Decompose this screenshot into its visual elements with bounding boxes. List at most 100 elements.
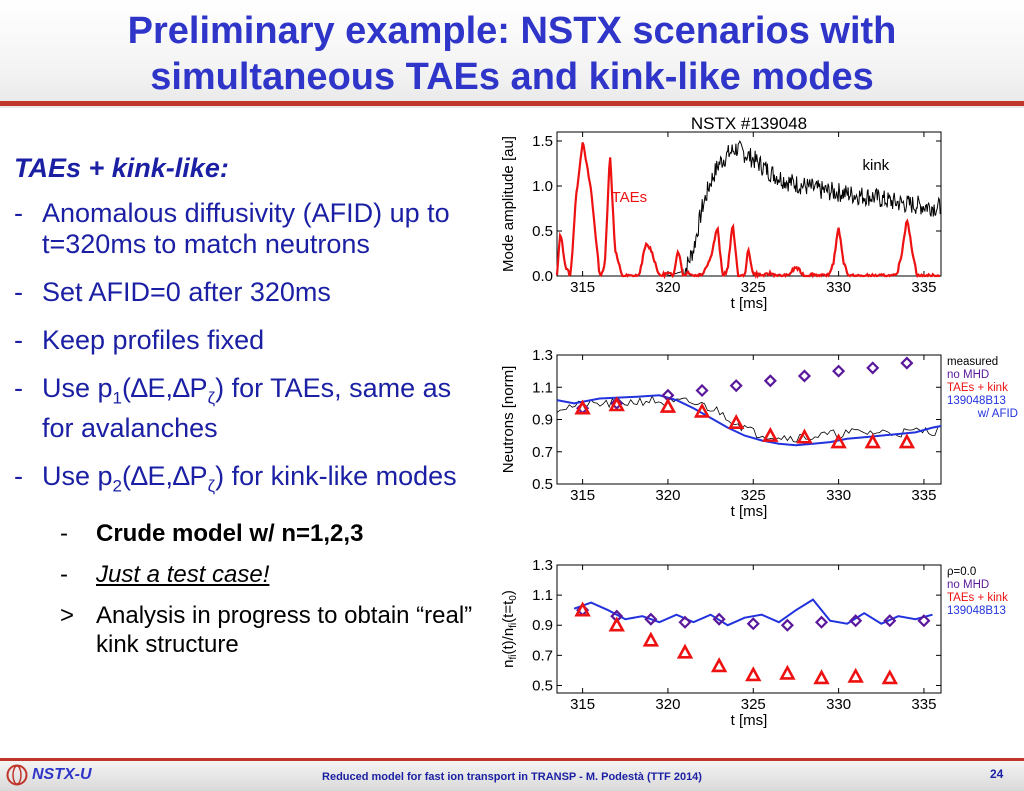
y-tick-label: 1.1 [532,379,553,396]
taes-kink-point [745,666,762,682]
legend-entry: no MHD [947,579,989,591]
y-axis-label: Neutrons [norm] [500,366,517,474]
no-mhd-point [763,374,777,388]
bullet-item: - Keep profiles fixed [14,325,484,356]
transp-series-line [556,394,942,447]
slide-title: Preliminary example: NSTX scenarios with… [0,8,1024,100]
y-axis-label-part: (t)/n [500,628,517,655]
taes-kink-point [676,643,694,659]
section-heading: TAEs + kink-like: [14,153,229,183]
y-tick-label: 0.5 [532,223,553,240]
bullet-marker: - [14,461,23,492]
sub-bullet-text: Analysis in progress to obtain “real” ki… [96,601,473,658]
no-mhd-point [780,618,794,632]
footer-bar [0,761,1024,791]
sub-bullet-text: Crude model w/ n=1,2,3 [96,519,364,547]
y-axis-label-part: fi [508,654,519,659]
taes-kink-point [830,433,847,449]
x-tick-label: 335 [911,487,936,504]
y-tick-label: 0.7 [532,444,553,461]
bullet-item: - Anomalous diffusivity (AFID) up to t=3… [14,198,484,260]
x-axis-label: t [ms] [731,503,768,520]
x-tick-label: 325 [741,279,766,296]
no-mhd-point [644,612,658,626]
taes-kink-point [574,601,591,617]
title-line-1: Preliminary example: NSTX scenarios with [127,10,897,52]
taes-kink-point [728,414,745,430]
subscript: 1 [112,388,123,408]
taes-kink-point [762,426,779,442]
taes-kink-point [659,397,677,413]
bullet-text: Keep profiles fixed [42,325,265,355]
y-tick-label: 1.3 [532,557,553,574]
taes-kink-point [881,669,898,685]
logo-text: NSTX-U [32,766,92,783]
y-axis-label-part: (t=t [500,600,517,623]
y-tick-label: 1.3 [532,347,553,364]
sub-bullet-text: Just a test case! [96,560,270,588]
taes-kink-point [813,669,830,685]
text-part: ) for kink-like modes [215,461,457,492]
transp-series-line [573,598,933,627]
chart-title: NSTX #139048 [691,114,807,133]
bullet-item: - Use p2(∆E,∆Pζ) for kink-like modes [14,461,484,501]
y-tick-label: 1.1 [532,587,553,604]
y-axis-label-part: 0 [508,595,519,601]
legend-entry: no MHD [947,369,989,381]
no-mhd-point [746,617,760,631]
bullet-marker: - [14,373,23,403]
taes-kink-point [864,433,881,449]
taes-kink-point [608,396,625,412]
taes-annotation: TAEs [612,189,648,206]
sub-bullet-marker: > [60,601,75,629]
bullet-text: Use p1(∆E,∆Pζ) for TAEs, same as for ava… [42,373,484,444]
no-mhd-point [695,383,709,398]
y-tick-label: 0.7 [532,647,553,664]
subscript: ζ [207,388,216,408]
x-tick-label: 335 [911,696,936,713]
no-mhd-point [832,364,846,378]
y-axis-label-part: n [500,659,517,667]
kink-annotation: kink [862,157,889,174]
legend-entry: 139048B13 [947,605,1006,617]
y-tick-label: 1.0 [532,178,553,195]
x-tick-label: 315 [570,487,595,504]
y-axis-label: Mode amplitude [au] [500,136,517,272]
taes-kink-point [642,631,660,647]
y-tick-label: 0.9 [532,412,553,429]
footer-divider [0,758,1024,761]
y-tick-label: 1.5 [532,133,553,150]
x-tick-label: 330 [826,487,851,504]
taes-kink-point [710,657,728,673]
no-mhd-point [678,615,692,629]
x-tick-label: 325 [741,696,766,713]
bullet-item: - Set AFID=0 after 320ms [14,277,484,308]
legend-entry: measured [947,356,998,368]
page-number: 24 [990,767,1004,781]
kink-series-line [557,140,941,277]
taes-series-line [555,142,940,280]
no-mhd-point [900,356,914,370]
text-part: ) for TAEs, same as for avalanches [42,373,452,444]
title-divider [0,101,1024,106]
taes-kink-point [574,399,591,415]
no-mhd-point [712,612,726,626]
no-mhd-point [814,615,829,629]
bullet-marker: - [14,198,23,228]
y-tick-label: 0.0 [532,268,553,285]
x-tick-label: 315 [570,279,595,296]
sub-bullet-marker: - [60,519,68,547]
x-axis-label: t [ms] [731,712,768,729]
sub-bullet: - Just a test case! [60,560,484,589]
bullet-text: Set AFID=0 after 320ms [42,277,331,307]
x-tick-label: 335 [911,279,936,296]
y-axis-label-part: ) [500,590,517,595]
y-axis-label: nfi(t)/nfi(t=t0) [500,590,519,668]
bullet-text: Anomalous diffusivity (AFID) up to t=320… [42,198,450,259]
taes-kink-point [796,428,813,444]
x-tick-label: 320 [655,279,680,296]
title-area: Preliminary example: NSTX scenarios with… [0,0,1024,108]
x-tick-label: 320 [655,696,680,713]
y-tick-label: 0.5 [532,476,553,493]
